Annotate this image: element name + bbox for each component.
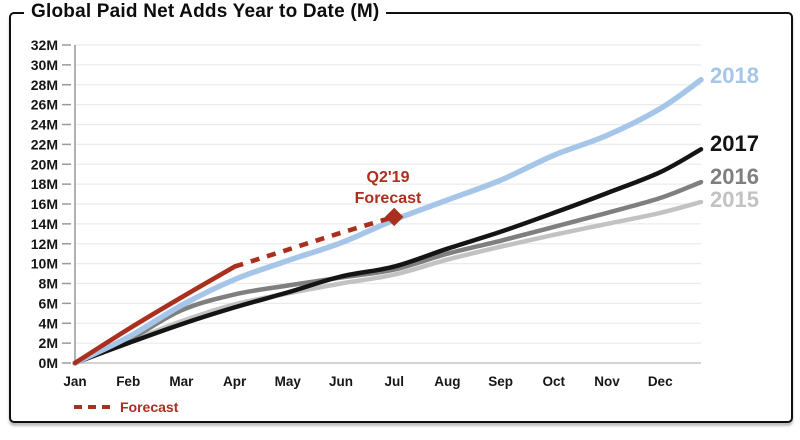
series-label-2016: 2016 [710, 164, 759, 189]
series-label-2015: 2015 [710, 187, 759, 212]
forecast-annotation-line1: Q2'19 [366, 169, 410, 186]
forecast-legend-label: Forecast [120, 399, 179, 415]
chart-title: Global Paid Net Adds Year to Date (M) [24, 1, 387, 23]
forecast-legend: Forecast [73, 399, 178, 415]
forecast-annotation: Q2'19 Forecast [328, 167, 448, 209]
chart-frame [9, 12, 793, 423]
series-label-2018: 2018 [710, 63, 759, 88]
forecast-annotation-line2: Forecast [354, 190, 422, 207]
series-label-2017: 2017 [710, 131, 759, 156]
forecast-dashed-line-icon [74, 405, 112, 409]
